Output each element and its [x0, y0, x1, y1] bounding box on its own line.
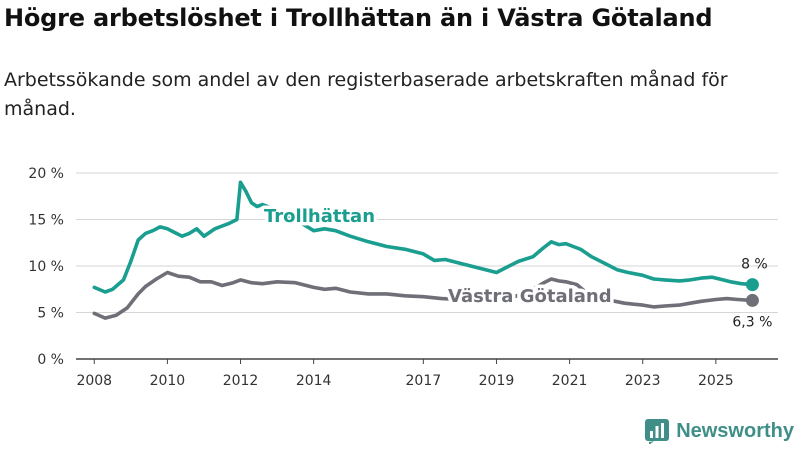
chart-subtitle: Arbetssökande som andel av den registerb… [4, 69, 728, 120]
trollhattan-end-point [745, 278, 759, 292]
trollhattan-end-label: 8 % [741, 257, 768, 273]
labels: Trollhättan Västra Götaland 8 % 6,3 % [261, 203, 773, 331]
x-tick-label: 2010 [150, 373, 186, 389]
trollhattan-series-label: Trollhättan [264, 206, 375, 227]
axes: 0 % 5 % 10 % 15 % 20 % 2008 2010 2012 2014 2017 20… [28, 166, 733, 389]
x-tick-label: 2008 [76, 373, 112, 389]
newsworthy-logo-icon [645, 419, 670, 444]
vastra-gotaland-line [92, 270, 755, 320]
vastra-gotaland-end-label: 6,3 % [732, 314, 772, 330]
series [92, 180, 759, 320]
gridlines [76, 172, 778, 360]
vastra-gotaland-series-label: Västra Götaland [448, 286, 612, 307]
x-tick-label: 2021 [552, 373, 588, 389]
trollhattan-line [92, 180, 755, 294]
chart-title: Högre arbetslöshet i Trollhättan än i Vä… [4, 4, 713, 32]
y-tick-label: 10 % [28, 259, 64, 275]
y-tick-label: 15 % [28, 213, 64, 229]
x-tick-label: 2012 [223, 373, 259, 389]
x-tick-label: 2023 [625, 373, 661, 389]
vastra-gotaland-end-point [745, 293, 759, 307]
x-tick-label: 2019 [479, 373, 515, 389]
y-tick-label: 0 % [37, 352, 64, 368]
x-tick-label: 2017 [406, 373, 442, 389]
x-tick-label: 2014 [296, 373, 332, 389]
newsworthy-logo-text: Newsworthy [676, 419, 794, 442]
y-tick-label: 5 % [37, 306, 64, 322]
x-tick-label: 2025 [698, 373, 734, 389]
y-tick-label: 20 % [28, 166, 64, 182]
newsworthy-logo: Newsworthy [644, 418, 794, 444]
